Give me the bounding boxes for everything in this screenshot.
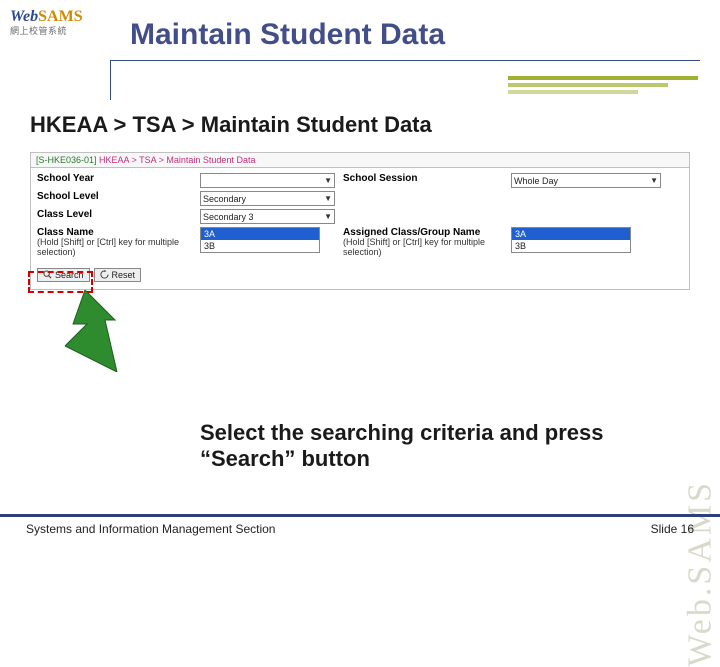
listbox-assigned[interactable]: 3A 3B xyxy=(511,227,631,253)
search-button-label: Search xyxy=(55,270,84,280)
header-rule-vert xyxy=(110,60,111,100)
logo-sams: SAMS xyxy=(38,8,82,25)
screen-path: HKEAA > TSA > Maintain Student Data xyxy=(97,155,256,165)
select-school-year[interactable]: ▼ xyxy=(200,173,335,188)
screen-code-bar: [S-HKE036-01] HKEAA > TSA > Maintain Stu… xyxy=(31,153,689,168)
screen-code: [S-HKE036-01] xyxy=(36,155,97,165)
slide-footer: Systems and Information Management Secti… xyxy=(0,514,720,540)
select-school-level[interactable]: Secondary ▼ xyxy=(200,191,335,206)
callout-arrow-icon xyxy=(65,290,135,372)
slide-label: Slide xyxy=(651,522,678,536)
logo-web: Web xyxy=(10,8,38,25)
reset-icon xyxy=(100,270,109,279)
chevron-down-icon: ▼ xyxy=(324,176,332,185)
listbox-class-name[interactable]: 3A 3B xyxy=(200,227,320,253)
label-school-level: School Level xyxy=(37,191,192,202)
websams-logo: WebSAMS 網上校管系統 xyxy=(10,8,83,37)
header-rule xyxy=(110,60,700,61)
select-school-level-value: Secondary xyxy=(203,194,246,204)
slide-header: WebSAMS 網上校管系統 Maintain Student Data xyxy=(0,0,720,70)
list-item[interactable]: 3B xyxy=(512,240,630,252)
footer-section: Systems and Information Management Secti… xyxy=(26,522,275,536)
select-class-level-value: Secondary 3 xyxy=(203,212,254,222)
select-class-level[interactable]: Secondary 3 ▼ xyxy=(200,209,335,224)
select-school-session-value: Whole Day xyxy=(514,176,558,186)
logo-cn: 網上校管系統 xyxy=(10,24,83,37)
search-button[interactable]: Search xyxy=(37,268,90,282)
button-row: Search Reset xyxy=(31,263,689,289)
hint-assigned: (Hold [Shift] or [Ctrl] key for multiple… xyxy=(343,238,503,258)
instruction-text: Select the searching criteria and press … xyxy=(200,420,650,473)
reset-button-label: Reset xyxy=(112,270,136,280)
header-accent-bars xyxy=(508,76,698,94)
label-assigned-wrap: Assigned Class/Group Name (Hold [Shift] … xyxy=(343,227,503,258)
chevron-down-icon: ▼ xyxy=(650,176,658,185)
breadcrumb: HKEAA > TSA > Maintain Student Data xyxy=(30,112,432,138)
app-screenshot: [S-HKE036-01] HKEAA > TSA > Maintain Stu… xyxy=(30,152,690,290)
label-class-name-wrap: Class Name (Hold [Shift] or [Ctrl] key f… xyxy=(37,227,192,258)
hint-class-name: (Hold [Shift] or [Ctrl] key for multiple… xyxy=(37,238,192,258)
list-item[interactable]: 3A xyxy=(512,228,630,240)
slide-no-value: 16 xyxy=(681,522,694,536)
search-icon xyxy=(43,270,52,279)
search-form: School Year ▼ School Session Whole Day ▼… xyxy=(31,168,689,263)
page-title: Maintain Student Data xyxy=(130,18,445,52)
chevron-down-icon: ▼ xyxy=(324,194,332,203)
watermark: Web.SAMS xyxy=(682,480,720,667)
select-school-session[interactable]: Whole Day ▼ xyxy=(511,173,661,188)
label-class-level: Class Level xyxy=(37,209,192,220)
reset-button[interactable]: Reset xyxy=(94,268,142,282)
list-item[interactable]: 3B xyxy=(201,240,319,252)
label-school-year: School Year xyxy=(37,173,192,184)
chevron-down-icon: ▼ xyxy=(324,212,332,221)
slide-number: Slide 16 xyxy=(651,522,694,536)
label-school-session: School Session xyxy=(343,173,503,184)
list-item[interactable]: 3A xyxy=(201,228,319,240)
